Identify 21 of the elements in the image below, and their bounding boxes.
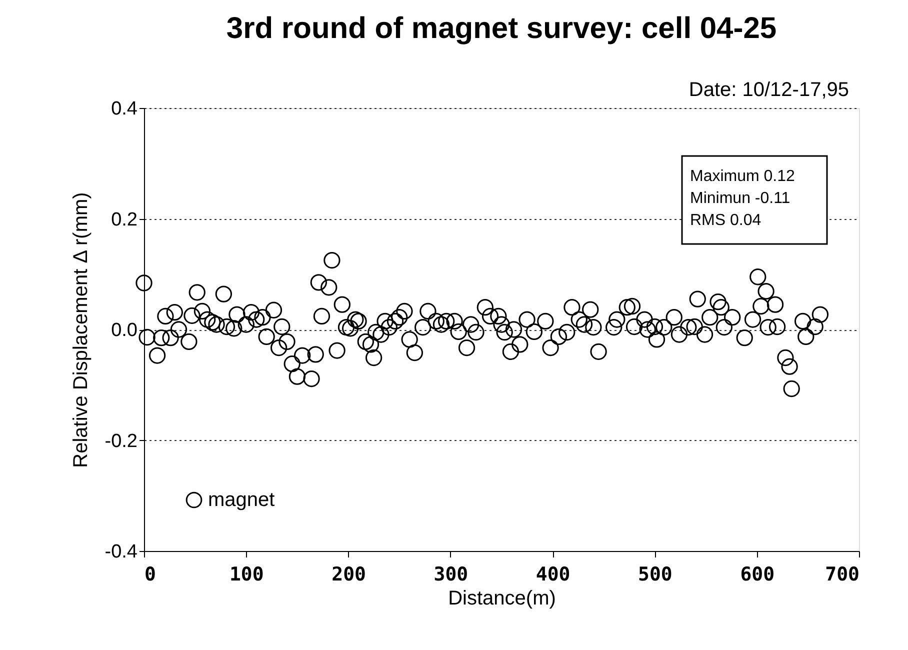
chart-title: 3rd round of magnet survey: cell 04-25 [226,12,777,45]
x-tick-label: 200 [332,564,366,586]
x-tick-label: 700 [825,564,860,586]
annotation: RMS 0.04 [690,212,762,229]
x-tick-label: 600 [740,564,775,586]
y-tick-label: -0.4 [104,542,138,562]
annotation: Maximum 0.12 [690,168,796,185]
y-tick-label: -0.2 [104,430,138,452]
y-tick-label: 0.0 [111,320,138,341]
x-tick-label: 0 [144,564,156,586]
annotation: Minimun -0.11 [690,190,790,207]
x-tick-label: 100 [229,564,264,586]
text: Date: 10/12-17,95 [688,79,849,101]
y-tick-label: 0.2 [111,209,138,230]
x-axis-title: Distance(m) [448,588,556,610]
y-tick-label: 0.4 [111,98,138,120]
legend-label: magnet [208,489,276,511]
x-tick-label: 500 [638,564,672,586]
y-axis-title: Relative Displacement Δ r(mm) [70,192,92,468]
x-tick-label: 300 [434,564,468,586]
x-tick-label: 400 [536,564,570,586]
